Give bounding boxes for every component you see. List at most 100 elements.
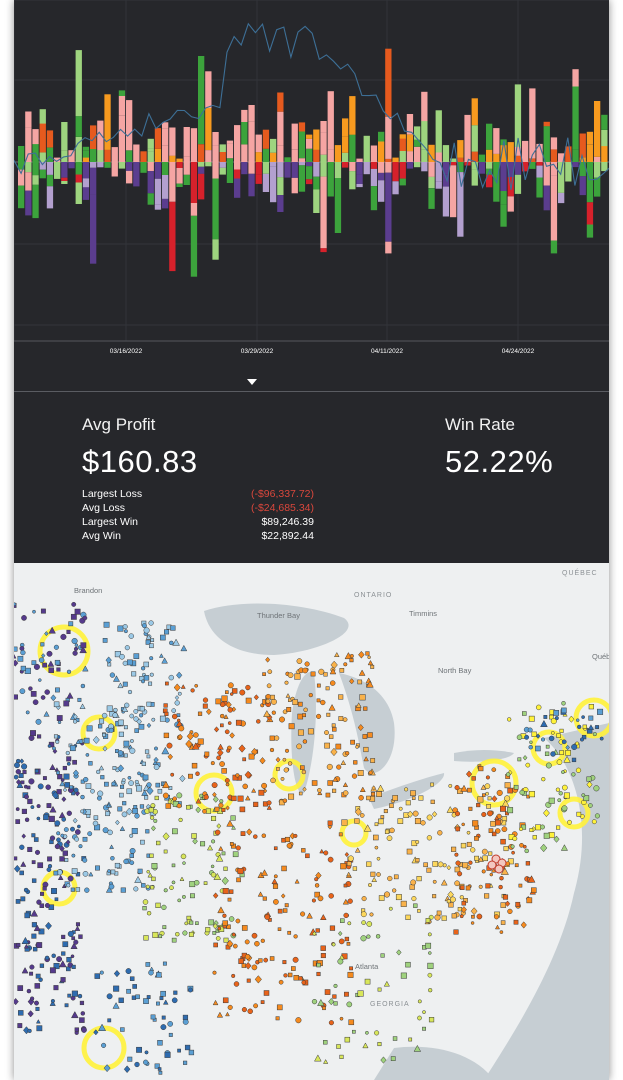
circle-marker[interactable] bbox=[109, 672, 116, 678]
square-marker[interactable] bbox=[373, 834, 379, 841]
circle-marker[interactable] bbox=[124, 702, 130, 708]
circle-marker[interactable] bbox=[561, 805, 568, 812]
square-marker[interactable] bbox=[197, 711, 203, 716]
circle-marker[interactable] bbox=[101, 712, 108, 719]
circle-marker[interactable] bbox=[296, 743, 302, 750]
circle-marker[interactable] bbox=[302, 667, 309, 674]
square-marker[interactable] bbox=[258, 789, 265, 796]
square-marker[interactable] bbox=[30, 730, 36, 737]
square-marker[interactable] bbox=[324, 989, 331, 995]
square-marker[interactable] bbox=[367, 732, 373, 738]
circle-marker[interactable] bbox=[29, 996, 35, 1001]
circle-marker[interactable] bbox=[141, 679, 145, 684]
diamond-marker[interactable] bbox=[153, 756, 159, 764]
circle-marker[interactable] bbox=[122, 660, 128, 666]
triangle-marker[interactable] bbox=[21, 936, 30, 944]
circle-marker[interactable] bbox=[129, 739, 134, 743]
circle-marker[interactable] bbox=[101, 1042, 107, 1048]
diamond-marker[interactable] bbox=[115, 819, 120, 826]
circle-marker[interactable] bbox=[318, 668, 325, 675]
circle-marker[interactable] bbox=[527, 727, 533, 733]
square-marker[interactable] bbox=[21, 808, 27, 814]
diamond-marker[interactable] bbox=[522, 755, 528, 761]
diamond-marker[interactable] bbox=[280, 893, 286, 899]
square-marker[interactable] bbox=[86, 725, 93, 732]
square-marker[interactable] bbox=[248, 753, 255, 760]
square-marker[interactable] bbox=[581, 734, 587, 740]
square-marker[interactable] bbox=[418, 795, 424, 801]
circle-marker[interactable] bbox=[193, 732, 199, 738]
square-marker[interactable] bbox=[163, 732, 170, 739]
diamond-marker[interactable] bbox=[162, 832, 170, 841]
square-marker[interactable] bbox=[56, 715, 63, 721]
square-marker[interactable] bbox=[532, 835, 537, 840]
square-marker[interactable] bbox=[67, 993, 72, 998]
square-marker[interactable] bbox=[298, 791, 303, 796]
circle-marker[interactable] bbox=[140, 666, 146, 671]
selected-marker[interactable] bbox=[494, 864, 504, 874]
circle-marker[interactable] bbox=[361, 896, 367, 902]
circle-marker[interactable] bbox=[124, 645, 130, 651]
square-marker[interactable] bbox=[104, 781, 109, 787]
triangle-marker[interactable] bbox=[480, 784, 487, 790]
square-marker[interactable] bbox=[393, 874, 399, 880]
circle-marker[interactable] bbox=[32, 609, 36, 614]
triangle-marker[interactable] bbox=[179, 876, 185, 881]
triangle-marker[interactable] bbox=[74, 925, 81, 931]
square-marker[interactable] bbox=[94, 973, 101, 979]
square-marker[interactable] bbox=[144, 749, 150, 754]
circle-marker[interactable] bbox=[417, 1015, 422, 1021]
circle-marker[interactable] bbox=[210, 761, 215, 766]
circle-marker[interactable] bbox=[66, 883, 71, 888]
circle-marker[interactable] bbox=[347, 921, 352, 926]
circle-marker[interactable] bbox=[66, 669, 72, 674]
circle-marker[interactable] bbox=[251, 932, 258, 939]
diamond-marker[interactable] bbox=[460, 906, 467, 914]
diamond-marker[interactable] bbox=[195, 806, 202, 814]
square-marker[interactable] bbox=[143, 675, 150, 681]
circle-marker[interactable] bbox=[123, 629, 128, 634]
square-marker[interactable] bbox=[316, 962, 321, 968]
square-marker[interactable] bbox=[222, 997, 229, 1004]
circle-marker[interactable] bbox=[427, 932, 432, 937]
square-marker[interactable] bbox=[189, 920, 194, 925]
circle-marker[interactable] bbox=[28, 686, 33, 691]
square-marker[interactable] bbox=[20, 780, 25, 785]
square-marker[interactable] bbox=[415, 858, 420, 863]
square-marker[interactable] bbox=[139, 804, 145, 809]
circle-marker[interactable] bbox=[127, 689, 133, 695]
circle-marker[interactable] bbox=[420, 820, 426, 826]
circle-marker[interactable] bbox=[284, 748, 290, 753]
square-marker[interactable] bbox=[102, 733, 106, 737]
circle-marker[interactable] bbox=[540, 737, 546, 742]
triangle-marker[interactable] bbox=[354, 847, 361, 853]
circle-marker[interactable] bbox=[129, 847, 136, 854]
square-marker[interactable] bbox=[190, 893, 195, 899]
square-marker[interactable] bbox=[370, 758, 376, 763]
square-marker[interactable] bbox=[191, 762, 198, 769]
square-marker[interactable] bbox=[263, 990, 270, 996]
circle-marker[interactable] bbox=[512, 836, 518, 842]
square-marker[interactable] bbox=[59, 856, 65, 862]
square-marker[interactable] bbox=[83, 737, 90, 744]
square-marker[interactable] bbox=[335, 743, 342, 750]
square-marker[interactable] bbox=[240, 831, 246, 836]
circle-marker[interactable] bbox=[175, 931, 180, 937]
square-marker[interactable] bbox=[26, 785, 31, 790]
circle-marker[interactable] bbox=[219, 713, 225, 719]
square-marker[interactable] bbox=[156, 1001, 160, 1006]
square-marker[interactable] bbox=[389, 803, 394, 808]
diamond-marker[interactable] bbox=[225, 701, 232, 709]
square-marker[interactable] bbox=[405, 800, 411, 806]
diamond-marker[interactable] bbox=[192, 837, 198, 845]
circle-marker[interactable] bbox=[548, 735, 555, 742]
square-marker[interactable] bbox=[31, 922, 37, 928]
diamond-marker[interactable] bbox=[328, 997, 335, 1006]
square-marker[interactable] bbox=[56, 789, 62, 795]
square-marker[interactable] bbox=[145, 829, 150, 834]
circle-marker[interactable] bbox=[190, 688, 195, 693]
square-marker[interactable] bbox=[363, 706, 368, 711]
square-marker[interactable] bbox=[354, 818, 360, 824]
square-marker[interactable] bbox=[366, 861, 372, 867]
square-marker[interactable] bbox=[222, 888, 229, 895]
